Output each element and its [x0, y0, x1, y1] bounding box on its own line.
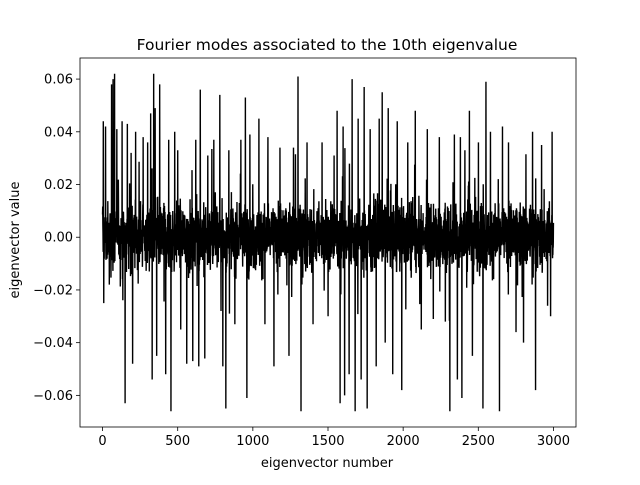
series-line-eigenvector [101, 73, 555, 412]
x-tick-label: 1500 [311, 434, 344, 449]
y-axis-label: eigenvector value [8, 182, 23, 299]
y-tick-label: 0.06 [44, 73, 73, 88]
x-tick-label: 3000 [537, 434, 570, 449]
x-tick-label: 2000 [387, 434, 420, 449]
x-tick-label: 500 [165, 434, 190, 449]
y-tick-label: 0.02 [44, 178, 73, 193]
y-tick-label: 0.04 [44, 125, 73, 140]
y-tick-label: −0.02 [33, 283, 73, 298]
series-layer [101, 73, 555, 412]
x-axis-label: eigenvector number [261, 456, 394, 471]
y-tick-label: −0.04 [33, 336, 73, 351]
y-tick-label: −0.06 [33, 389, 73, 404]
x-axis-ticks: 0 500 1000 1500 2000 2500 3000 [98, 427, 570, 449]
plot-area: 0 500 1000 1500 2000 2500 3000 −0.06 −0.04 −0.02… [33, 57, 577, 449]
x-tick-label: 0 [98, 434, 106, 449]
x-tick-label: 2500 [462, 434, 495, 449]
y-tick-label: 0.00 [44, 231, 73, 246]
chart-title: Fourier modes associated to the 10th eig… [137, 36, 518, 54]
x-tick-label: 1000 [236, 434, 269, 449]
y-axis-ticks: −0.06 −0.04 −0.02 0.00 0.02 0.04 0.06 [33, 73, 80, 404]
